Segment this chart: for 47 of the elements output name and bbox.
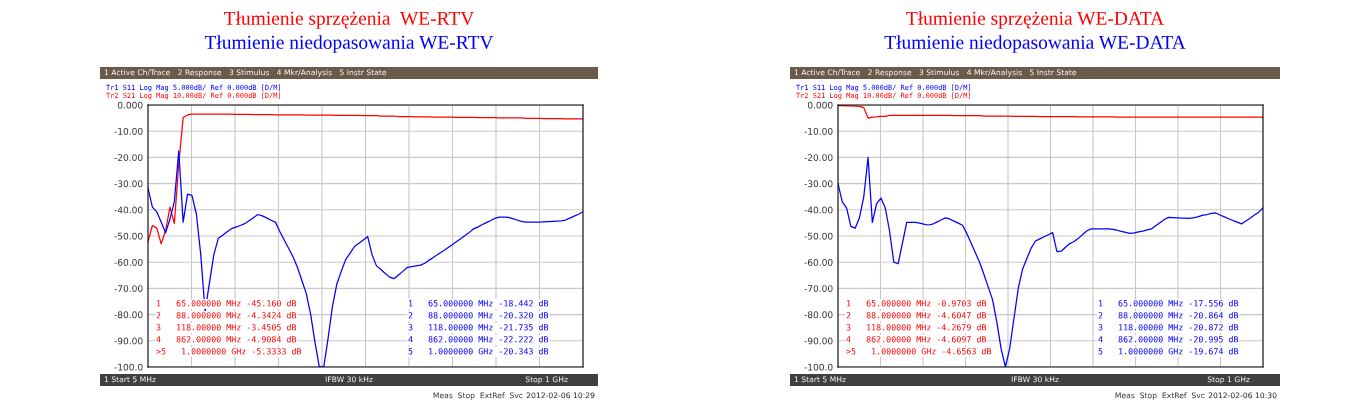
y-tick-label: -40.00 [114, 206, 143, 214]
y-tick-label: -30.00 [114, 180, 143, 188]
annotation: 2 88.000000 MHz -20.320 dB [408, 311, 549, 319]
annotation: 1 65.000000 MHz -0.9703 dB [847, 299, 987, 307]
text: Tłumienie niedopasowania WE-RTV [204, 35, 494, 53]
annotation: 2 88.000000 MHz -4.6047 dB [846, 311, 987, 319]
y-tick-label: 0.000 [117, 101, 143, 109]
y-tick-label: -100.0 [804, 363, 833, 371]
annotation: 4 862.00000 MHz -4.9084 dB [156, 335, 297, 343]
annotation: 1 65.000000 MHz -17.556 dB [1099, 299, 1239, 307]
annotation: 1 65.000000 MHz -18.442 dB [409, 299, 549, 307]
y-tick-label: -90.00 [804, 337, 833, 345]
annotation: 3 118.00000 MHz -20.872 dB [1098, 323, 1239, 331]
annotation: 4 862.00000 MHz -20.995 dB [1098, 335, 1239, 343]
y-tick-label: -60.00 [114, 258, 143, 266]
y-tick-label: -20.00 [804, 154, 833, 161]
annotation: 1 65.000000 MHz -45.160 dB [157, 299, 297, 307]
y-tick-label: -20.00 [114, 154, 143, 161]
y-tick-label: -30.00 [804, 180, 833, 188]
annotation: 3 118.00000 MHz -3.4505 dB [156, 323, 297, 331]
annotation: >5 1.0000000 GHz -4.6563 dB [846, 347, 992, 355]
annotation: >5 1.0000000 GHz -5.3333 dB [156, 347, 302, 355]
y-tick-label: -10.00 [804, 127, 833, 135]
y-tick-label: -50.00 [804, 232, 833, 240]
line-series [148, 113, 583, 245]
annotation: 2 88.000000 MHz -20.864 dB [1098, 311, 1239, 319]
y-tick-label: -60.00 [804, 258, 833, 266]
y-tick-label: 0.000 [807, 101, 833, 109]
y-tick-label: -50.00 [114, 232, 143, 240]
y-tick-label: -10.00 [114, 127, 143, 135]
annotation: 4 862.00000 MHz -22.222 dB [408, 335, 549, 343]
text: Tłumienie niedopasowania WE-DATA [884, 35, 1186, 53]
text: Tłumienie sprzężenia WE-RTV [224, 11, 475, 29]
annotation: 4 862.00000 MHz -4.6097 dB [846, 335, 987, 343]
y-tick-label: -80.00 [114, 311, 143, 319]
text: Tłumienie sprzężenia WE-DATA [906, 11, 1165, 29]
y-tick-label: -90.00 [114, 337, 143, 345]
annotation: 3 118.00000 MHz -4.2679 dB [846, 323, 987, 331]
annotation: 2 88.000000 MHz -4.3424 dB [156, 311, 297, 319]
y-tick-label: -70.00 [804, 285, 833, 292]
y-tick-label: -80.00 [804, 311, 833, 319]
annotation: 3 118.00000 MHz -21.735 dB [408, 323, 549, 331]
y-tick-label: -40.00 [804, 206, 833, 214]
y-tick-label: -100.0 [114, 363, 143, 371]
annotation: 5 1.0000000 GHz -19.674 dB [1098, 347, 1239, 355]
y-tick-label: -70.00 [114, 285, 143, 292]
annotation: 5 1.0000000 GHz -20.343 dB [408, 347, 549, 355]
